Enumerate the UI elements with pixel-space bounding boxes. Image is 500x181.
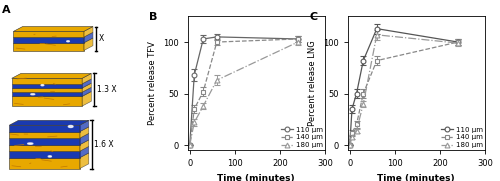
Polygon shape <box>80 146 89 158</box>
Text: 1.3 X: 1.3 X <box>97 85 116 94</box>
Ellipse shape <box>67 41 70 42</box>
Polygon shape <box>80 120 89 132</box>
Ellipse shape <box>48 156 51 157</box>
Text: C: C <box>309 12 317 22</box>
Polygon shape <box>82 73 92 84</box>
Polygon shape <box>80 153 89 169</box>
Text: X: X <box>98 34 103 43</box>
Ellipse shape <box>68 125 73 127</box>
Polygon shape <box>12 73 92 78</box>
Ellipse shape <box>31 94 34 95</box>
Ellipse shape <box>41 85 44 86</box>
Polygon shape <box>9 145 80 151</box>
Y-axis label: Percent release LNG: Percent release LNG <box>308 40 317 126</box>
X-axis label: Time (minutes): Time (minutes) <box>218 174 295 181</box>
Polygon shape <box>84 32 93 43</box>
Polygon shape <box>9 132 80 138</box>
Polygon shape <box>80 127 89 138</box>
Ellipse shape <box>28 143 33 144</box>
Text: A: A <box>2 5 11 15</box>
Polygon shape <box>12 78 82 84</box>
Polygon shape <box>9 151 80 158</box>
Polygon shape <box>9 138 80 145</box>
Polygon shape <box>82 83 92 92</box>
Polygon shape <box>9 125 80 132</box>
Polygon shape <box>12 92 82 96</box>
X-axis label: Time (minutes): Time (minutes) <box>378 174 455 181</box>
Polygon shape <box>80 140 89 151</box>
Polygon shape <box>14 27 93 31</box>
Polygon shape <box>12 84 82 88</box>
Legend: 110 μm, 140 μm, 180 μm: 110 μm, 140 μm, 180 μm <box>440 126 484 149</box>
Text: B: B <box>149 12 158 22</box>
Polygon shape <box>84 38 93 50</box>
Polygon shape <box>9 158 80 169</box>
Polygon shape <box>14 37 84 43</box>
Polygon shape <box>14 43 84 50</box>
Polygon shape <box>9 120 89 125</box>
Text: 1.6 X: 1.6 X <box>94 140 114 149</box>
Polygon shape <box>84 27 93 37</box>
Polygon shape <box>82 92 92 106</box>
Polygon shape <box>82 87 92 96</box>
Y-axis label: Percent release TFV: Percent release TFV <box>148 41 157 125</box>
Polygon shape <box>80 133 89 145</box>
Polygon shape <box>14 31 84 37</box>
Legend: 110 μm, 140 μm, 180 μm: 110 μm, 140 μm, 180 μm <box>280 126 324 149</box>
Polygon shape <box>12 96 82 106</box>
Polygon shape <box>82 79 92 88</box>
Polygon shape <box>12 88 82 92</box>
